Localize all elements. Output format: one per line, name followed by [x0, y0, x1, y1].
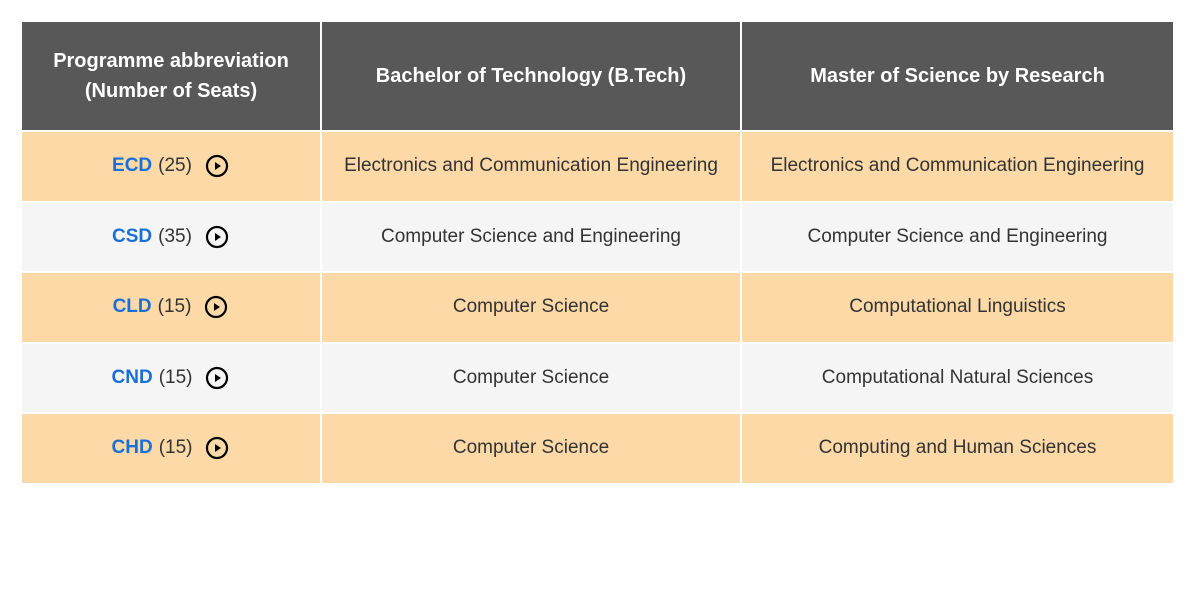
abbr-link-cnd[interactable]: CND — [112, 364, 153, 393]
abbr-cell: CND (15) — [21, 343, 321, 414]
btech-cell: Computer Science — [321, 272, 741, 343]
play-icon[interactable] — [204, 153, 230, 179]
seats-value: (35) — [158, 223, 192, 252]
btech-cell: Computer Science — [321, 343, 741, 414]
play-icon[interactable] — [204, 365, 230, 391]
table-row: ECD (25) Electronics and Communication E… — [21, 131, 1174, 202]
ms-cell: Computing and Human Sciences — [741, 413, 1174, 484]
btech-cell: Electronics and Communication Engineerin… — [321, 131, 741, 202]
ms-cell: Computer Science and Engineering — [741, 202, 1174, 273]
seats-value: (15) — [159, 434, 193, 463]
abbr-link-chd[interactable]: CHD — [112, 434, 153, 463]
table-row: CND (15) Computer Science Computational … — [21, 343, 1174, 414]
programme-table: Programme abbreviation (Number of Seats)… — [20, 20, 1175, 485]
btech-cell: Computer Science and Engineering — [321, 202, 741, 273]
ms-cell: Computational Natural Sciences — [741, 343, 1174, 414]
col-header-ms: Master of Science by Research — [741, 21, 1174, 131]
seats-value: (15) — [158, 293, 192, 322]
abbr-link-csd[interactable]: CSD — [112, 223, 152, 252]
abbr-cell: ECD (25) — [21, 131, 321, 202]
abbr-link-ecd[interactable]: ECD — [112, 152, 152, 181]
ms-cell: Computational Linguistics — [741, 272, 1174, 343]
table-row: CHD (15) Computer Science Computing and … — [21, 413, 1174, 484]
play-icon[interactable] — [203, 294, 229, 320]
ms-cell: Electronics and Communication Engineerin… — [741, 131, 1174, 202]
play-icon[interactable] — [204, 224, 230, 250]
abbr-link-cld[interactable]: CLD — [113, 293, 152, 322]
abbr-cell: CHD (15) — [21, 413, 321, 484]
abbr-cell: CLD (15) — [21, 272, 321, 343]
table-row: CSD (35) Computer Science and Engineerin… — [21, 202, 1174, 273]
play-icon[interactable] — [204, 435, 230, 461]
col-header-btech: Bachelor of Technology (B.Tech) — [321, 21, 741, 131]
abbr-cell: CSD (35) — [21, 202, 321, 273]
seats-value: (25) — [158, 152, 192, 181]
table-row: CLD (15) Computer Science Computational … — [21, 272, 1174, 343]
table-header-row: Programme abbreviation (Number of Seats)… — [21, 21, 1174, 131]
col-header-abbr: Programme abbreviation (Number of Seats) — [21, 21, 321, 131]
btech-cell: Computer Science — [321, 413, 741, 484]
seats-value: (15) — [159, 364, 193, 393]
